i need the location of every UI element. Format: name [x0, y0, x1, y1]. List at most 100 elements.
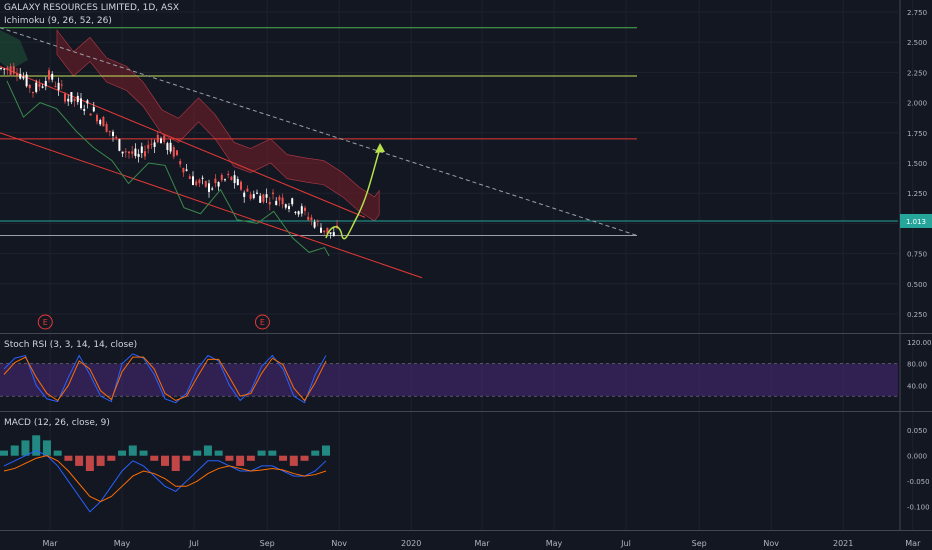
candle-body	[140, 146, 143, 153]
candle-body	[70, 91, 73, 102]
projection-arrowhead	[375, 143, 385, 153]
macd-histogram-bar	[64, 455, 73, 461]
macd-line	[3, 450, 327, 513]
candle-body	[57, 82, 60, 91]
candle-body	[169, 142, 172, 152]
candle-body	[243, 192, 246, 197]
macd-histogram-bar	[139, 450, 148, 456]
trend-lines	[0, 27, 638, 279]
candle-body	[304, 207, 306, 211]
candle-body	[288, 206, 290, 210]
macd-histogram-bar	[0, 450, 8, 456]
candle-body	[179, 161, 182, 165]
x-tick-label: Nov	[763, 539, 779, 548]
candle-body	[60, 84, 63, 86]
candle-body	[86, 100, 89, 104]
y-tick-label: 0.500	[907, 281, 927, 289]
candle-body	[294, 211, 297, 213]
macd-histogram-bar	[268, 450, 277, 456]
candle-body	[6, 67, 9, 71]
candle-body	[134, 148, 137, 156]
macd-histogram-bar	[150, 455, 159, 461]
candle-body	[41, 86, 44, 88]
macd-histogram-bar	[193, 450, 202, 456]
candle-body	[108, 130, 111, 132]
earnings-marker	[37, 314, 53, 330]
macd-histogram-bar	[171, 455, 180, 471]
candle-body	[3, 68, 6, 70]
candle-body	[67, 98, 70, 102]
x-tick-label: 2021	[833, 539, 853, 548]
macd-tick-label: -0.100	[907, 504, 930, 512]
last-price-text: 1.013	[906, 218, 926, 226]
candle-body	[22, 76, 25, 79]
candle-body	[54, 86, 57, 88]
macd-histogram-bar	[300, 455, 309, 461]
y-tick-label: 1.750	[907, 130, 927, 138]
y-tick-label: 2.250	[907, 69, 927, 77]
candle-body	[332, 232, 335, 237]
macd-histogram-bar	[214, 450, 223, 456]
x-tick-label: Sep	[692, 539, 707, 548]
candle-body	[224, 179, 226, 181]
candle-body	[28, 85, 31, 89]
x-tick-label: Jul	[620, 539, 631, 548]
rsi-tick-label: 80.00	[907, 361, 927, 369]
candle-body	[195, 181, 198, 186]
candle-body	[128, 151, 130, 154]
candle-body	[275, 200, 278, 206]
macd-histogram-bar	[96, 455, 105, 466]
candle-body	[16, 73, 18, 76]
candle-body	[272, 192, 274, 195]
candle-body	[25, 74, 28, 87]
candle-body	[262, 194, 265, 202]
candle-body	[51, 73, 54, 80]
candle-body	[201, 177, 204, 179]
candle-body	[256, 192, 258, 194]
projection-path	[325, 147, 381, 240]
candle-body	[320, 227, 322, 233]
price-candles	[0, 62, 338, 239]
stoch-rsi-panel	[0, 353, 898, 404]
candle-body	[147, 144, 150, 149]
cloud-area-green	[0, 30, 28, 70]
earnings-marker	[254, 314, 270, 330]
candle-body	[281, 197, 284, 205]
candle-body	[96, 114, 98, 122]
lagging-span-line	[6, 80, 330, 257]
candle-body	[92, 107, 95, 112]
ichimoku-label: Ichimoku (9, 26, 52, 26)	[4, 16, 112, 26]
candle-body	[64, 93, 66, 102]
candle-body	[278, 196, 281, 201]
stoch-rsi-label: Stoch RSI (3, 3, 14, 14, close)	[4, 340, 138, 350]
candle-body	[166, 143, 169, 151]
candle-body	[115, 136, 118, 138]
candle-body	[326, 227, 329, 234]
candle-body	[131, 151, 134, 154]
candle-body	[176, 150, 178, 156]
candle-body	[38, 83, 41, 87]
candle-body	[217, 182, 220, 187]
candle-body	[227, 173, 230, 176]
y-tick-label: 0.750	[907, 251, 927, 259]
y-tick-label: 2.750	[907, 9, 927, 17]
y-tick-label: 1.500	[907, 160, 927, 168]
stoch-band	[0, 363, 898, 397]
cloud-area	[56, 29, 380, 222]
candle-body	[198, 179, 201, 184]
y-tick-label: 1.250	[907, 190, 927, 198]
grid	[0, 0, 914, 530]
candle-body	[156, 134, 159, 143]
macd-histogram-bar	[10, 445, 19, 456]
candle-body	[182, 167, 185, 173]
macd-histogram-bar	[118, 450, 127, 456]
candle-body	[76, 95, 79, 102]
candle-body	[35, 82, 38, 92]
candle-body	[102, 116, 105, 127]
candle-body	[291, 198, 294, 205]
macd-histogram-bar	[279, 455, 288, 461]
candle-body	[105, 124, 108, 132]
macd-histogram-bar	[311, 450, 320, 456]
candle-body	[48, 70, 50, 80]
